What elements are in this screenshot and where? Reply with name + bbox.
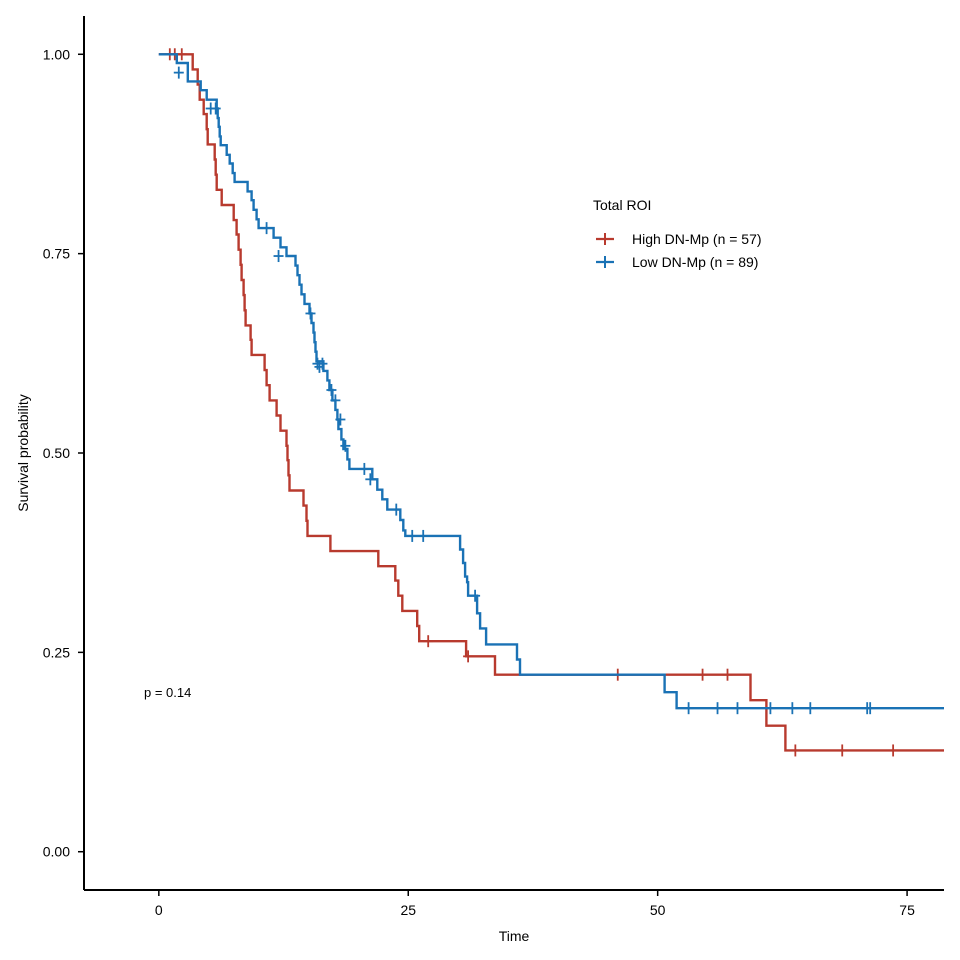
x-tick-label: 0 <box>155 902 163 918</box>
y-tick-label: 0.00 <box>43 844 70 860</box>
y-tick-label: 0.25 <box>43 644 70 660</box>
legend-label-high: High DN-Mp (n = 57) <box>632 231 762 247</box>
y-tick-label: 0.75 <box>43 246 70 262</box>
x-tick-label: 50 <box>650 902 666 918</box>
legend-title: Total ROI <box>593 197 651 213</box>
y-axis-title: Survival probability <box>15 394 31 512</box>
legend-item-high: High DN-Mp (n = 57) <box>596 231 762 247</box>
legend: Total ROI High DN-Mp (n = 57) Low DN-Mp … <box>593 197 762 270</box>
x-tick-label: 25 <box>400 902 416 918</box>
x-axis-title: Time <box>499 928 530 944</box>
legend-label-low: Low DN-Mp (n = 89) <box>632 254 758 270</box>
survival-curve-high <box>158 53 944 752</box>
y-tick-label: 1.00 <box>43 46 70 62</box>
p-value-annotation: p = 0.14 <box>144 685 191 700</box>
x-tick-label: 75 <box>899 902 915 918</box>
survival-curve-low <box>158 53 944 710</box>
plot-area <box>158 48 944 757</box>
legend-item-low: Low DN-Mp (n = 89) <box>596 254 758 270</box>
tick-marks: 0 25 50 75 0.00 0.25 0.50 0.75 1.00 <box>43 46 915 918</box>
axes <box>83 16 944 891</box>
y-tick-label: 0.50 <box>43 445 70 461</box>
